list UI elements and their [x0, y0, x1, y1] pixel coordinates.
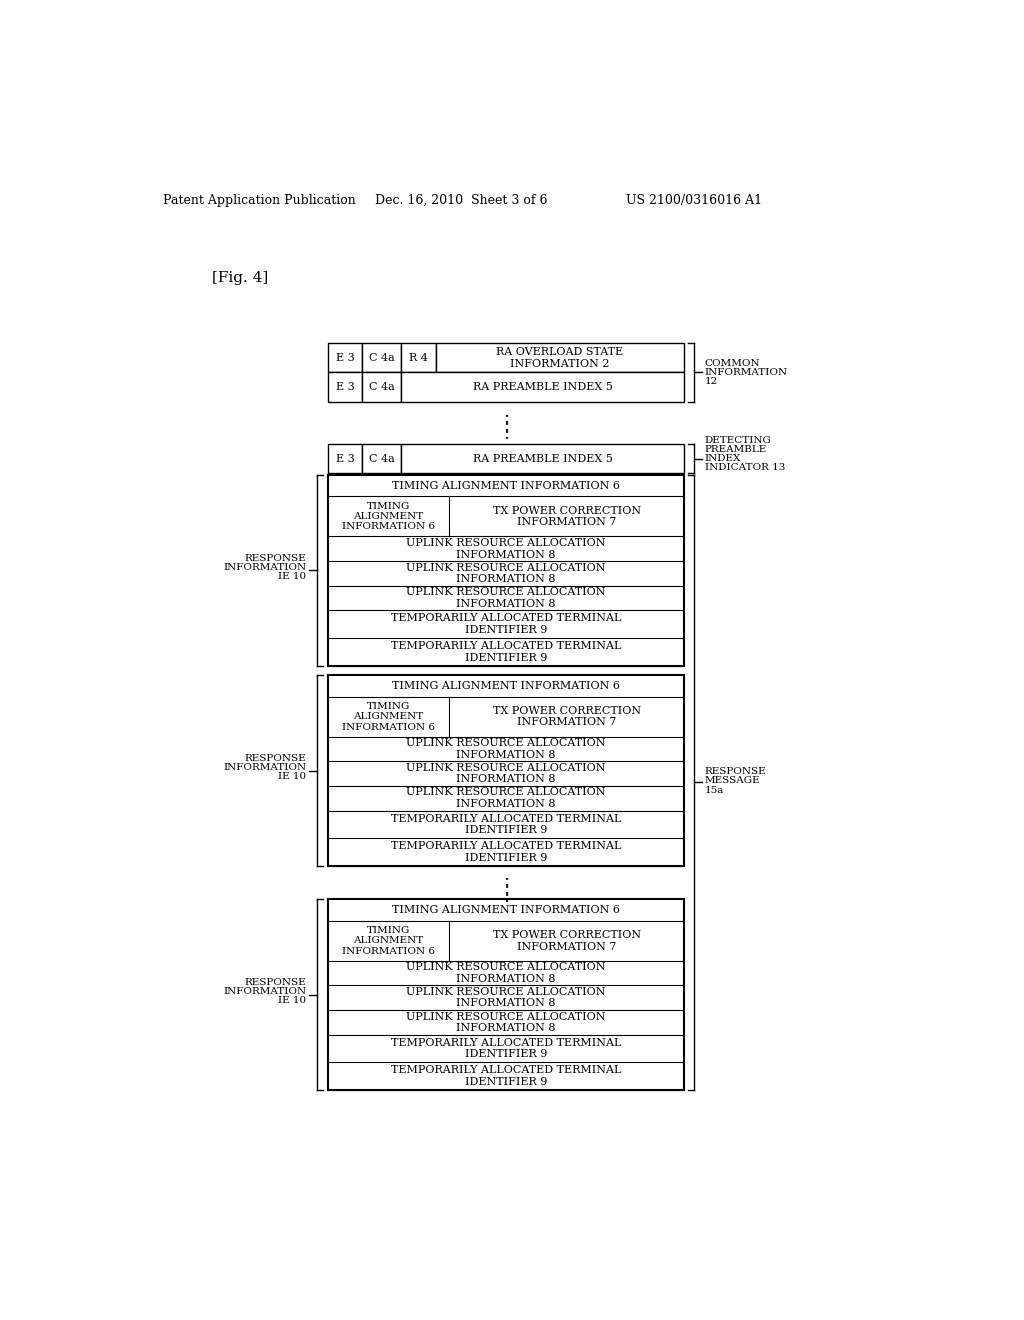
Text: C 4a: C 4a: [369, 454, 394, 463]
Text: :: :: [503, 880, 509, 898]
Bar: [400, 372, 684, 401]
Text: TIMING
ALIGNMENT
INFORMATION 6: TIMING ALIGNMENT INFORMATION 6: [342, 702, 435, 731]
Text: Patent Application Publication: Patent Application Publication: [164, 194, 356, 207]
Bar: [328, 475, 684, 665]
Text: Dec. 16, 2010  Sheet 3 of 6: Dec. 16, 2010 Sheet 3 of 6: [375, 194, 548, 207]
Text: UPLINK RESOURCE ALLOCATION
INFORMATION 8: UPLINK RESOURCE ALLOCATION INFORMATION 8: [407, 987, 606, 1008]
Text: RESPONSE: RESPONSE: [245, 553, 306, 562]
Text: TEMPORARILY ALLOCATED TERMINAL
IDENTIFIER 9: TEMPORARILY ALLOCATED TERMINAL IDENTIFIE…: [391, 841, 622, 863]
Text: INFORMATION: INFORMATION: [223, 763, 306, 772]
Text: INDICATOR 13: INDICATOR 13: [705, 463, 785, 473]
Text: DETECTING: DETECTING: [705, 436, 771, 445]
Bar: [328, 343, 362, 372]
Text: RESPONSE: RESPONSE: [245, 978, 306, 987]
Text: C 4a: C 4a: [369, 352, 394, 363]
Text: RESPONSE: RESPONSE: [705, 767, 766, 776]
Text: US 2100/0316016 A1: US 2100/0316016 A1: [626, 194, 762, 207]
Text: UPLINK RESOURCE ALLOCATION
INFORMATION 8: UPLINK RESOURCE ALLOCATION INFORMATION 8: [407, 562, 606, 585]
Text: :: :: [503, 887, 509, 906]
Text: :: :: [503, 417, 509, 436]
Bar: [362, 444, 400, 474]
Text: [Fig. 4]: [Fig. 4]: [212, 271, 268, 285]
Text: TEMPORARILY ALLOCATED TERMINAL
IDENTIFIER 9: TEMPORARILY ALLOCATED TERMINAL IDENTIFIE…: [391, 813, 622, 836]
Text: UPLINK RESOURCE ALLOCATION
INFORMATION 8: UPLINK RESOURCE ALLOCATION INFORMATION 8: [407, 738, 606, 760]
Text: R 4: R 4: [409, 352, 428, 363]
Text: :: :: [503, 409, 509, 428]
Text: IE 10: IE 10: [279, 572, 306, 581]
Text: TX POWER CORRECTION
INFORMATION 7: TX POWER CORRECTION INFORMATION 7: [493, 506, 641, 527]
Text: UPLINK RESOURCE ALLOCATION
INFORMATION 8: UPLINK RESOURCE ALLOCATION INFORMATION 8: [407, 539, 606, 560]
Text: COMMON: COMMON: [705, 359, 760, 368]
Text: TIMING ALIGNMENT INFORMATION 6: TIMING ALIGNMENT INFORMATION 6: [392, 906, 621, 915]
Text: RESPONSE: RESPONSE: [245, 754, 306, 763]
Text: TIMING ALIGNMENT INFORMATION 6: TIMING ALIGNMENT INFORMATION 6: [392, 480, 621, 491]
Text: TIMING
ALIGNMENT
INFORMATION 6: TIMING ALIGNMENT INFORMATION 6: [342, 502, 435, 532]
Text: TEMPORARILY ALLOCATED TERMINAL
IDENTIFIER 9: TEMPORARILY ALLOCATED TERMINAL IDENTIFIE…: [391, 614, 622, 635]
Bar: [400, 343, 435, 372]
Text: UPLINK RESOURCE ALLOCATION
INFORMATION 8: UPLINK RESOURCE ALLOCATION INFORMATION 8: [407, 763, 606, 784]
Text: :: :: [503, 425, 509, 442]
Text: RA PREAMBLE INDEX 5: RA PREAMBLE INDEX 5: [473, 381, 612, 392]
Text: PREAMBLE: PREAMBLE: [705, 445, 767, 454]
Bar: [362, 372, 400, 401]
Text: MESSAGE: MESSAGE: [705, 776, 760, 785]
Text: TIMING
ALIGNMENT
INFORMATION 6: TIMING ALIGNMENT INFORMATION 6: [342, 925, 435, 956]
Bar: [400, 444, 684, 474]
Text: 15a: 15a: [705, 785, 724, 795]
Text: TX POWER CORRECTION
INFORMATION 7: TX POWER CORRECTION INFORMATION 7: [493, 929, 641, 952]
Text: E 3: E 3: [336, 454, 354, 463]
Text: 12: 12: [705, 378, 718, 387]
Text: TIMING ALIGNMENT INFORMATION 6: TIMING ALIGNMENT INFORMATION 6: [392, 681, 621, 690]
Text: TEMPORARILY ALLOCATED TERMINAL
IDENTIFIER 9: TEMPORARILY ALLOCATED TERMINAL IDENTIFIE…: [391, 1065, 622, 1088]
Bar: [328, 675, 684, 866]
Text: IE 10: IE 10: [279, 772, 306, 781]
Text: IE 10: IE 10: [279, 997, 306, 1006]
Text: INFORMATION: INFORMATION: [705, 368, 787, 378]
Text: C 4a: C 4a: [369, 381, 394, 392]
Text: UPLINK RESOURCE ALLOCATION
INFORMATION 8: UPLINK RESOURCE ALLOCATION INFORMATION 8: [407, 962, 606, 983]
Text: RA OVERLOAD STATE
INFORMATION 2: RA OVERLOAD STATE INFORMATION 2: [497, 347, 624, 368]
Bar: [328, 444, 362, 474]
Text: UPLINK RESOURCE ALLOCATION
INFORMATION 8: UPLINK RESOURCE ALLOCATION INFORMATION 8: [407, 788, 606, 809]
Text: :: :: [503, 873, 509, 890]
Bar: [328, 372, 362, 401]
Text: E 3: E 3: [336, 352, 354, 363]
Bar: [362, 343, 400, 372]
Text: TX POWER CORRECTION
INFORMATION 7: TX POWER CORRECTION INFORMATION 7: [493, 706, 641, 727]
Text: INDEX: INDEX: [705, 454, 741, 463]
Text: UPLINK RESOURCE ALLOCATION
INFORMATION 8: UPLINK RESOURCE ALLOCATION INFORMATION 8: [407, 587, 606, 609]
Text: TEMPORARILY ALLOCATED TERMINAL
IDENTIFIER 9: TEMPORARILY ALLOCATED TERMINAL IDENTIFIE…: [391, 642, 622, 663]
Text: RA PREAMBLE INDEX 5: RA PREAMBLE INDEX 5: [473, 454, 612, 463]
Bar: [435, 343, 684, 372]
Text: INFORMATION: INFORMATION: [223, 562, 306, 572]
Text: TEMPORARILY ALLOCATED TERMINAL
IDENTIFIER 9: TEMPORARILY ALLOCATED TERMINAL IDENTIFIE…: [391, 1038, 622, 1060]
Bar: [328, 899, 684, 1090]
Text: UPLINK RESOURCE ALLOCATION
INFORMATION 8: UPLINK RESOURCE ALLOCATION INFORMATION 8: [407, 1011, 606, 1034]
Text: E 3: E 3: [336, 381, 354, 392]
Text: INFORMATION: INFORMATION: [223, 987, 306, 997]
